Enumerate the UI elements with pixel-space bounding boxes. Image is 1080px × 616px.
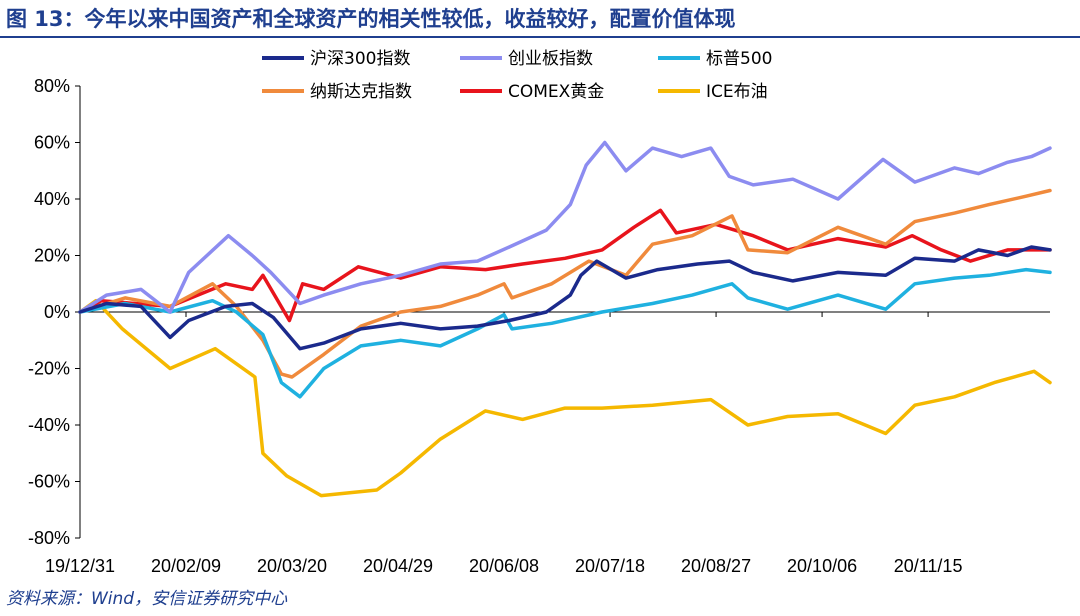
series-line-3 xyxy=(78,188,1052,379)
series-line-5 xyxy=(78,298,1052,498)
source-note: 资料来源：Wind，安信证券研究中心 xyxy=(6,589,288,609)
x-tick-label: 20/07/18 xyxy=(575,556,645,576)
series-layer xyxy=(78,140,1052,498)
y-tick-label: -60% xyxy=(28,472,70,492)
legend-label: 创业板指数 xyxy=(508,49,593,69)
y-tick-label: 40% xyxy=(34,189,70,209)
legend-label: COMEX黄金 xyxy=(508,82,604,102)
series-line-2 xyxy=(78,267,1052,399)
legend-label: ICE布油 xyxy=(706,82,768,102)
y-tick-label: 0% xyxy=(44,302,70,322)
series-line-1 xyxy=(78,140,1052,314)
x-tick-label: 20/10/06 xyxy=(787,556,857,576)
y-tick-label: -80% xyxy=(28,528,70,548)
x-tick-label: 20/03/20 xyxy=(257,556,327,576)
x-tick-label: 19/12/31 xyxy=(45,556,115,576)
figure-title: 图 13：今年以来中国资产和全球资产的相关性较低，收益较好，配置价值体现 xyxy=(6,7,736,31)
x-tick-label: 20/02/09 xyxy=(151,556,221,576)
series-line-4 xyxy=(78,208,1052,323)
x-tick-label: 20/06/08 xyxy=(469,556,539,576)
chart-legend: 沪深300指数 创业板指数 标普500 纳斯达克指数 COMEX黄金 ICE布油 xyxy=(262,49,772,102)
axis-layer: -80% -60% -40% -20% 0% 20% 40% 60% 80% 19/12/31 20… xyxy=(28,76,1050,576)
legend-label: 标普500 xyxy=(706,49,772,69)
legend-label: 沪深300指数 xyxy=(310,49,410,69)
series-line-0 xyxy=(78,245,1052,351)
legend-label: 纳斯达克指数 xyxy=(310,82,412,102)
line-chart: -80% -60% -40% -20% 0% 20% 40% 60% 80% 19/12/31 20… xyxy=(28,49,1052,576)
y-tick-label: -40% xyxy=(28,415,70,435)
y-tick-label: 20% xyxy=(34,246,70,266)
x-tick-label: 20/08/27 xyxy=(681,556,751,576)
y-tick-label: 80% xyxy=(34,76,70,96)
x-tick-label: 20/11/15 xyxy=(894,556,963,576)
title-rule xyxy=(0,36,1080,38)
y-tick-label: 60% xyxy=(34,133,70,153)
x-tick-label: 20/04/29 xyxy=(363,556,433,576)
y-tick-label: -20% xyxy=(28,359,70,379)
